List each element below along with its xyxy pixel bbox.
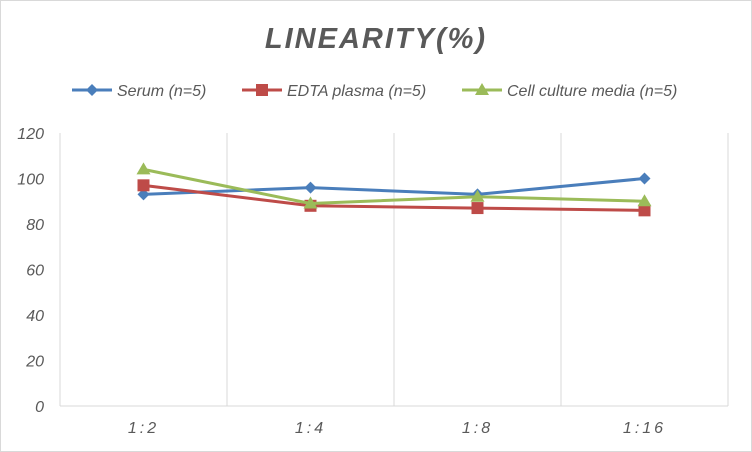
x-tick-label: 1:2 [128, 420, 159, 437]
x-axis-ticks: 1:2 1:4 1:8 1:16 [128, 420, 666, 437]
y-tick-label: 0 [35, 399, 44, 416]
series-line [143, 177, 645, 196]
legend-marker [475, 83, 489, 95]
series-3 [136, 162, 652, 209]
data-point [136, 162, 151, 175]
data-point [303, 196, 318, 209]
legend-label: Serum (n=5) [117, 83, 206, 100]
data-point [470, 189, 485, 202]
data-point [637, 194, 652, 207]
series-line [143, 167, 645, 206]
legend-item: Cell culture media (n=5) [462, 83, 677, 100]
chart-title: LINEARITY(%) [265, 23, 487, 55]
x-tick-label: 1:16 [623, 420, 666, 437]
data-point [137, 179, 150, 192]
data-point [471, 202, 484, 215]
legend-marker [256, 84, 268, 96]
y-tick-label: 60 [26, 263, 44, 280]
series-2 [137, 179, 651, 217]
legend-label: EDTA plasma (n=5) [287, 83, 426, 100]
y-tick-label: 120 [17, 126, 44, 143]
y-tick-label: 80 [26, 217, 44, 234]
legend-label: Cell culture media (n=5) [507, 83, 677, 100]
legend-item: EDTA plasma (n=5) [242, 83, 426, 100]
grid [59, 133, 729, 407]
data-point [137, 188, 150, 201]
legend-marker [86, 84, 98, 96]
y-tick-label: 20 [25, 354, 44, 371]
y-axis-ticks: 0 20 40 60 80 100 120 [17, 126, 44, 416]
x-tick-label: 1:8 [462, 420, 493, 437]
y-tick-label: 100 [17, 172, 44, 189]
data-point [304, 181, 317, 194]
data-point [638, 172, 651, 185]
legend-item: Serum (n=5) [72, 83, 206, 100]
legend: Serum (n=5) EDTA plasma (n=5) Cell culture… [72, 83, 677, 100]
series-line [143, 183, 645, 212]
data-point [638, 204, 651, 217]
series-group [136, 162, 652, 217]
x-tick-label: 1:4 [295, 420, 326, 437]
y-tick-label: 40 [26, 308, 44, 325]
